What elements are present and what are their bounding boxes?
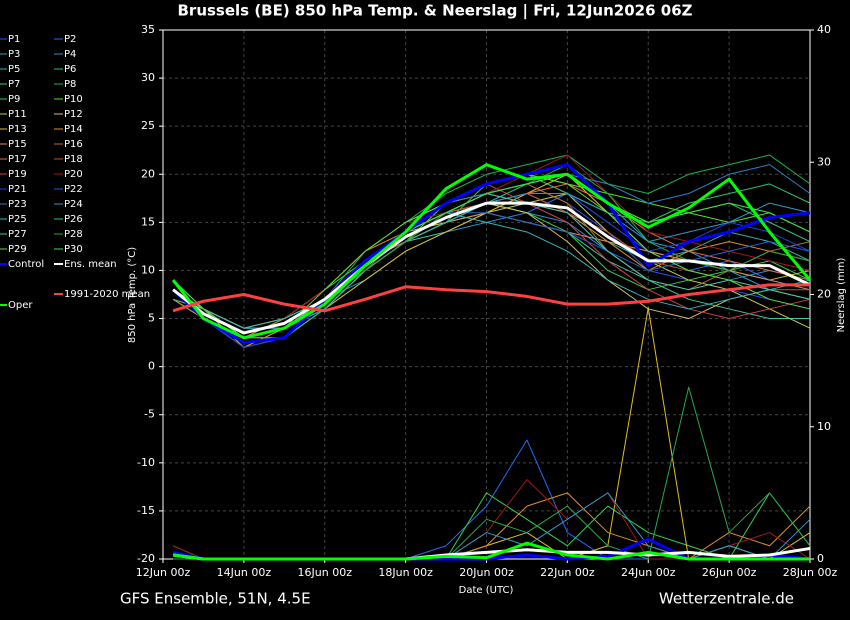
temp-line bbox=[172, 193, 811, 348]
legend-label: P6 bbox=[64, 64, 76, 75]
legend-label: P29 bbox=[8, 244, 27, 255]
legend-label: Ens. mean bbox=[64, 259, 117, 270]
legend-label: P23 bbox=[8, 199, 27, 210]
legend-label: P8 bbox=[64, 79, 76, 90]
precip-line bbox=[172, 541, 810, 561]
temp-line bbox=[172, 173, 811, 339]
temp-line bbox=[172, 212, 811, 339]
y-tick-label: 20 bbox=[141, 167, 155, 180]
legend-label: P19 bbox=[8, 169, 27, 180]
y2-tick-label: 40 bbox=[817, 23, 831, 36]
footer-source: GFS Ensemble, 51N, 4.5E bbox=[120, 590, 311, 608]
x-tick-label: 12Jun 00z bbox=[136, 566, 191, 579]
legend-label: P10 bbox=[64, 94, 83, 105]
legend-label: P21 bbox=[8, 184, 27, 195]
y-tick-label: -10 bbox=[137, 456, 155, 469]
temp-line bbox=[172, 212, 811, 339]
precip-line bbox=[173, 386, 811, 560]
y2-axis-label: Neerslag (mm) bbox=[836, 257, 847, 332]
x-tick-label: 14Jun 00z bbox=[217, 566, 272, 579]
y-tick-label: 5 bbox=[148, 312, 155, 325]
legend-label: P26 bbox=[64, 214, 83, 225]
x-tick-label: 26Jun 00z bbox=[702, 566, 757, 579]
legend-label: P9 bbox=[8, 94, 20, 105]
legend-label: P20 bbox=[64, 169, 83, 180]
temp-line bbox=[172, 173, 811, 339]
temp-line bbox=[172, 212, 811, 339]
y-tick-label: 25 bbox=[141, 119, 155, 132]
x-tick-label: 22Jun 00z bbox=[540, 566, 595, 579]
y2-tick-label: 0 bbox=[817, 552, 824, 565]
legend-label: 1991-2020 mean bbox=[64, 289, 150, 300]
temp-line bbox=[171, 163, 812, 340]
legend-label: P15 bbox=[8, 139, 27, 150]
y-tick-label: 35 bbox=[141, 23, 155, 36]
y-axis-label: 850 hPa Temp. (°C) bbox=[127, 247, 138, 343]
temp-line bbox=[172, 201, 811, 335]
legend-label: P3 bbox=[8, 49, 20, 60]
legend-label: P7 bbox=[8, 79, 20, 90]
legend-label: P24 bbox=[64, 199, 83, 210]
legend-label: P1 bbox=[8, 34, 20, 45]
legend-label: P17 bbox=[8, 154, 27, 165]
x-axis-label: Date (UTC) bbox=[459, 585, 514, 596]
legend-label: P25 bbox=[8, 214, 27, 225]
footer-site: Wetterzentrale.de bbox=[659, 590, 794, 608]
y-tick-label: -5 bbox=[144, 408, 155, 421]
y-tick-label: 0 bbox=[148, 360, 155, 373]
x-tick-label: 16Jun 00z bbox=[298, 566, 353, 579]
legend-label: P12 bbox=[64, 109, 83, 120]
y-tick-label: 30 bbox=[141, 71, 155, 84]
precip-line bbox=[172, 479, 811, 560]
legend-label: P14 bbox=[64, 124, 83, 135]
temp-line bbox=[172, 193, 811, 348]
legend-label: P13 bbox=[8, 124, 27, 135]
legend-label: P11 bbox=[8, 109, 27, 120]
y-tick-label: -20 bbox=[137, 552, 155, 565]
y-tick-label: -15 bbox=[137, 504, 155, 517]
y2-tick-label: 10 bbox=[817, 420, 831, 433]
legend-label: P16 bbox=[64, 139, 83, 150]
legend-label: P27 bbox=[8, 229, 27, 240]
y2-tick-label: 30 bbox=[817, 155, 831, 168]
x-tick-label: 24Jun 00z bbox=[621, 566, 676, 579]
legend-label: P4 bbox=[64, 49, 76, 60]
x-tick-label: 28Jun 00z bbox=[783, 566, 838, 579]
y-tick-label: 10 bbox=[141, 263, 155, 276]
temp-line bbox=[172, 212, 811, 329]
y-tick-label: 15 bbox=[141, 215, 155, 228]
x-tick-label: 20Jun 00z bbox=[459, 566, 514, 579]
x-tick-label: 18Jun 00z bbox=[378, 566, 433, 579]
y2-tick-label: 20 bbox=[817, 288, 831, 301]
legend-label: P28 bbox=[64, 229, 83, 240]
temp-line bbox=[172, 173, 811, 339]
temp-line bbox=[172, 163, 811, 345]
legend-label: P5 bbox=[8, 64, 20, 75]
temp-line bbox=[172, 193, 810, 339]
temp-line bbox=[172, 173, 811, 339]
legend-label: Oper bbox=[8, 300, 33, 311]
temp-line bbox=[172, 202, 811, 329]
legend-label: P22 bbox=[64, 184, 83, 195]
legend-label: P30 bbox=[64, 244, 83, 255]
temp-line bbox=[172, 173, 811, 339]
chart-title: Brussels (BE) 850 hPa Temp. & Neerslag |… bbox=[177, 2, 692, 21]
temp-line bbox=[172, 283, 810, 313]
legend-label: P2 bbox=[64, 34, 76, 45]
legend-label: P18 bbox=[64, 154, 83, 165]
temp-line bbox=[172, 193, 811, 339]
legend-label: Control bbox=[8, 259, 44, 270]
